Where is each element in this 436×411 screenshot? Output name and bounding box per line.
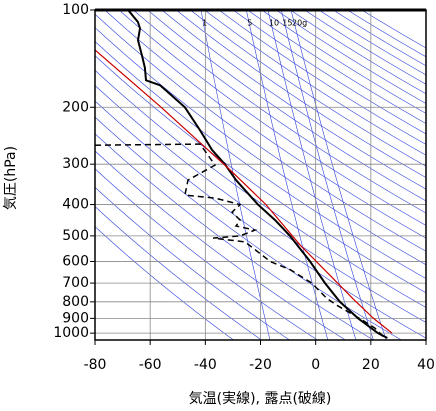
dry-adiabat (95, 27, 426, 266)
mixing-ratio-label: 20g (292, 19, 307, 28)
mixing-ratio-label: 5 (247, 19, 252, 28)
dry-adiabat (95, 206, 262, 340)
dry-adiabat (95, 69, 426, 308)
dry-adiabat (118, 10, 426, 226)
y-tick-label: 600 (62, 253, 89, 269)
dry-adiabat (95, 13, 426, 252)
x-tick-label: 40 (417, 357, 435, 373)
dry-adiabat (104, 10, 426, 239)
mixing-ratio-line (246, 10, 329, 340)
dry-adiabat (333, 10, 426, 67)
dry-adiabat (247, 10, 426, 124)
profile-line (127, 10, 388, 339)
profile-line (95, 49, 393, 334)
mixing-ratio-label: 15 (282, 19, 292, 28)
dry-adiabat (147, 10, 426, 202)
dry-adiabat (95, 85, 426, 323)
dry-adiabat (218, 10, 426, 145)
dry-adiabat (190, 10, 426, 167)
dry-adiabat (95, 168, 318, 340)
dry-adiabat (95, 186, 290, 340)
dry-adiabat (95, 150, 346, 340)
x-tick-label: -80 (84, 357, 107, 373)
y-tick-label: 900 (62, 310, 89, 326)
dry-adiabat (233, 10, 426, 135)
y-tick-label: 100 (62, 2, 89, 18)
dry-adiabat (161, 10, 426, 190)
profiles (95, 10, 393, 339)
y-axis-label: 気圧(hPa) (3, 146, 19, 210)
dry-adiabat (347, 10, 426, 58)
x-tick-label: 20 (362, 357, 380, 373)
dry-adiabat (133, 10, 426, 214)
y-tick-label: 500 (62, 228, 89, 244)
dry-adiabat (95, 41, 426, 279)
dry-adiabat (95, 133, 374, 340)
dry-adiabat (318, 10, 426, 76)
mixing-ratio-line (281, 10, 374, 340)
y-tick-label: 1000 (53, 325, 89, 341)
x-tick-label: -20 (249, 357, 272, 373)
y-tick-label: 300 (62, 156, 89, 172)
x-tick-label: -60 (139, 357, 162, 373)
dry-adiabat (176, 10, 426, 178)
dry-adiabat (304, 10, 426, 85)
x-tick-label: 0 (311, 357, 320, 373)
y-tick-label: 700 (62, 275, 89, 291)
mixing-ratio-label: 1 (202, 19, 207, 28)
dry-adiabat (275, 10, 426, 104)
mixing-ratio-label: 10 (269, 19, 279, 28)
mixing-ratio-line (290, 10, 387, 340)
dry-adiabat (290, 10, 426, 95)
x-tick-label: -40 (194, 357, 217, 373)
dry-adiabat (95, 226, 234, 340)
y-tick-label: 800 (62, 294, 89, 310)
y-tick-label: 400 (62, 197, 89, 213)
reference-lines (95, 10, 426, 340)
dry-adiabat (95, 55, 426, 294)
y-tick-label: 200 (62, 99, 89, 115)
x-axis-label: 気温(実線), 露点(破線) (189, 391, 332, 407)
dry-adiabat (95, 100, 426, 339)
dry-adiabat (261, 10, 426, 114)
profile-line (95, 143, 386, 339)
